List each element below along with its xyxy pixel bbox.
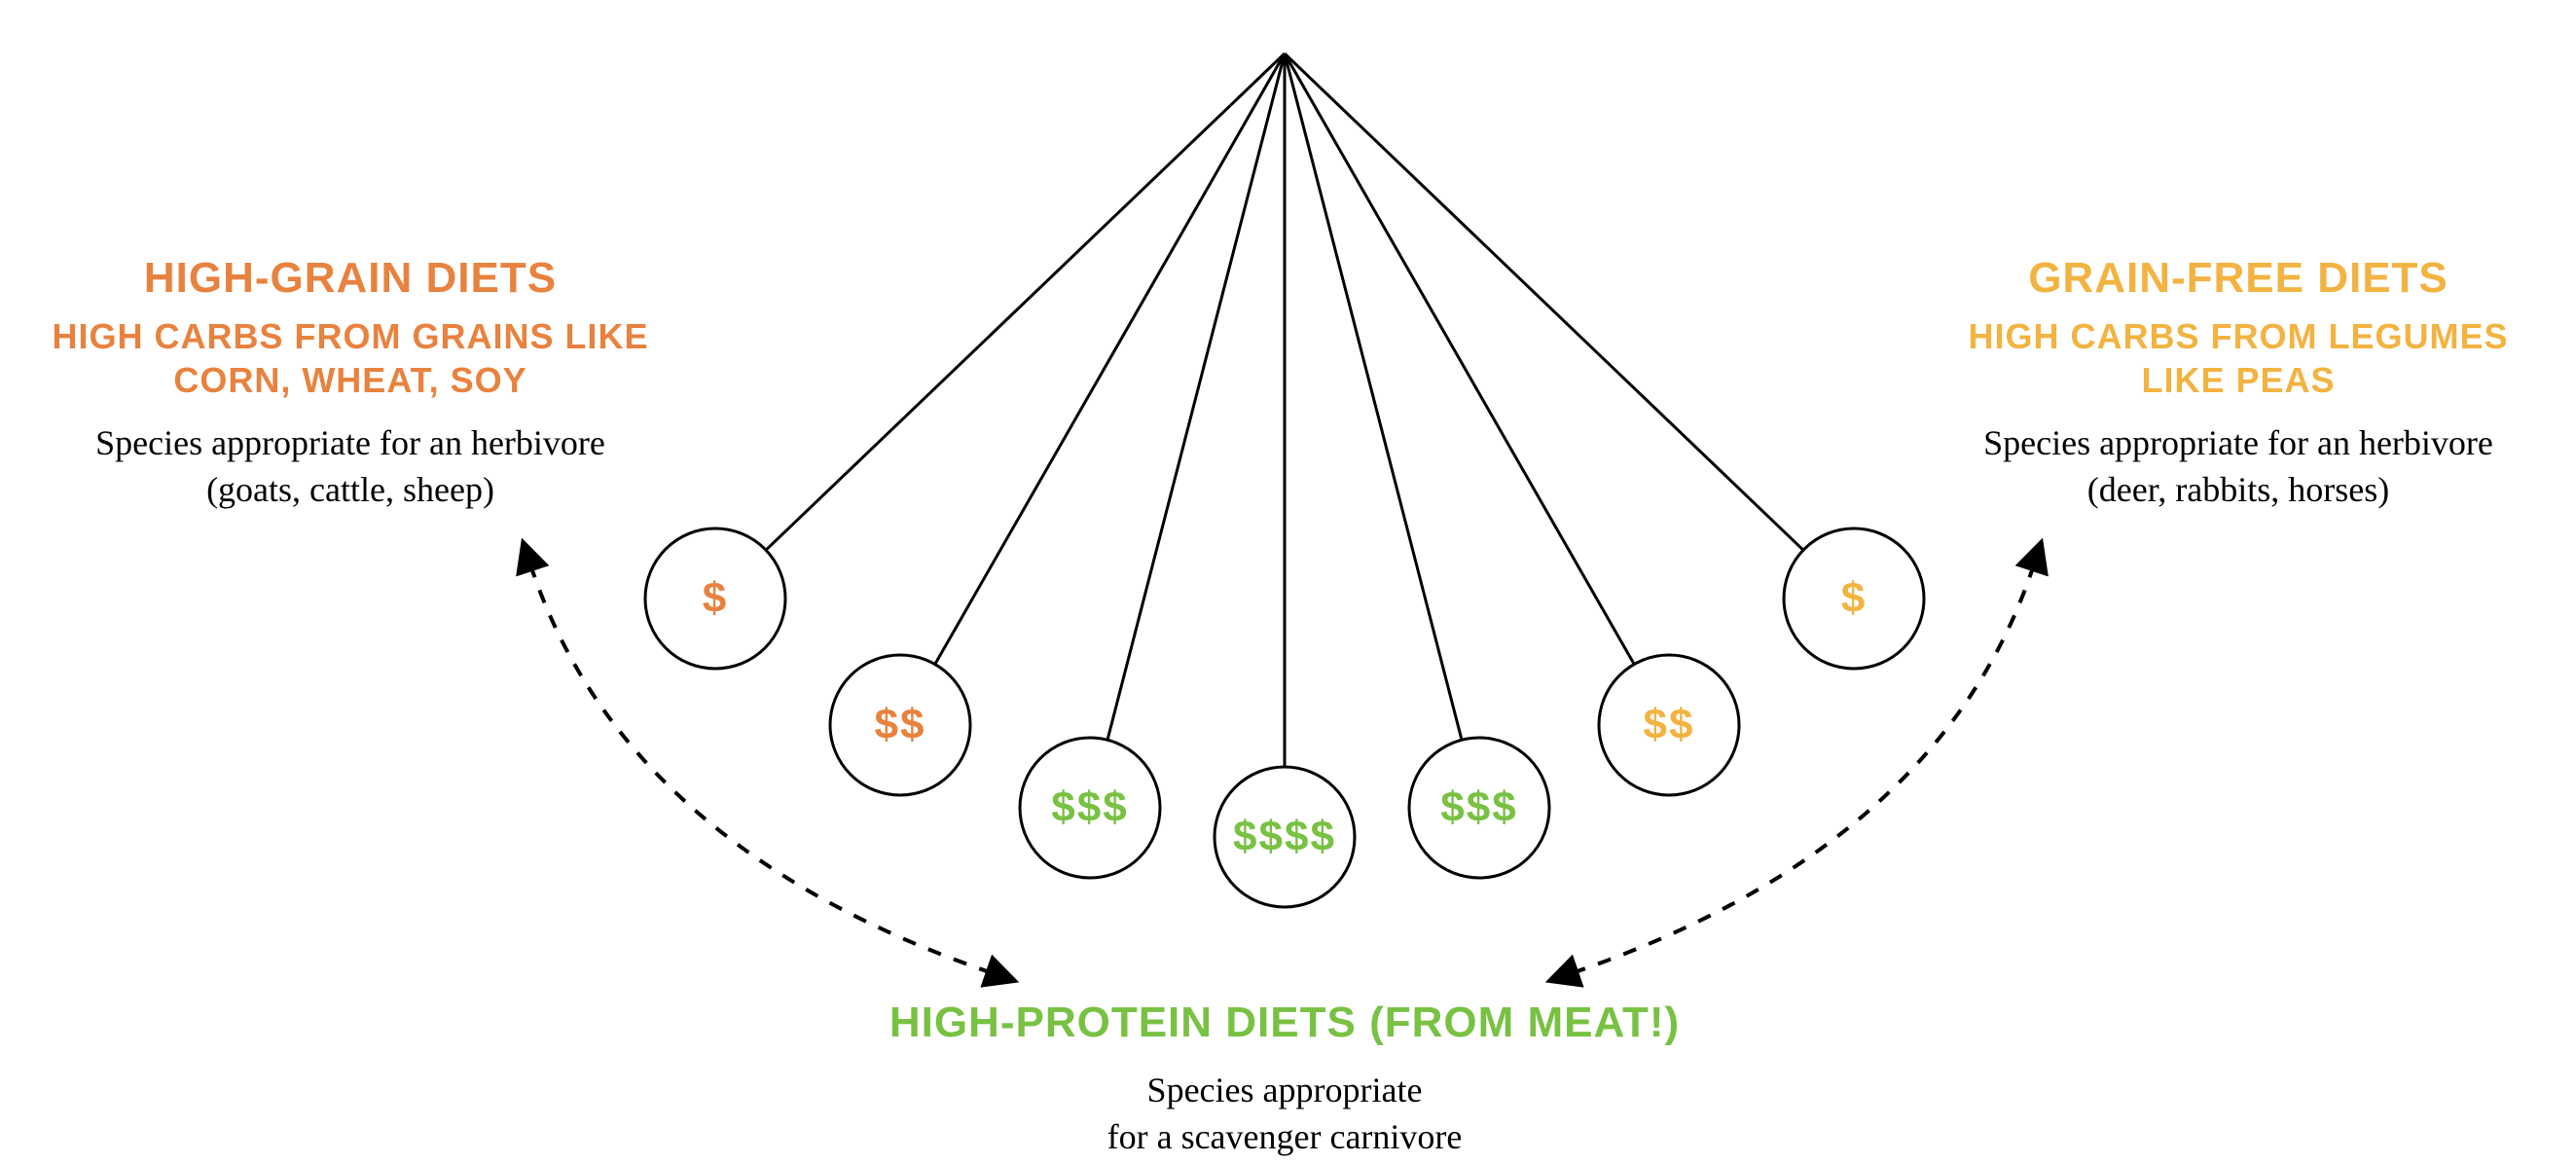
pendulum-string-6	[1285, 54, 1803, 550]
ball-cost-label-4: $$$	[1440, 783, 1517, 832]
pendulum-string-0	[766, 54, 1285, 550]
left-subtitle: HIGH CARBS FROM GRAINS LIKE CORN, WHEAT,…	[49, 314, 652, 402]
pendulum-string-5	[1285, 54, 1634, 665]
label-high-protein: HIGH-PROTEIN DIETS (FROM MEAT!) Species …	[837, 998, 1732, 1161]
ball-cost-label-1: $$	[875, 701, 926, 749]
bottom-desc-line2: for a scavenger carnivore	[1107, 1117, 1463, 1156]
ball-cost-label-3: $$$$	[1233, 813, 1336, 861]
left-title: HIGH-GRAIN DIETS	[49, 253, 652, 305]
ball-cost-label-6: $	[1841, 574, 1867, 623]
pendulum-diagram: HIGH-GRAIN DIETS HIGH CARBS FROM GRAINS …	[0, 0, 2576, 1163]
label-high-grain: HIGH-GRAIN DIETS HIGH CARBS FROM GRAINS …	[49, 253, 652, 514]
left-desc: Species appropriate for an herbivore (go…	[49, 419, 652, 514]
bottom-title: HIGH-PROTEIN DIETS (FROM MEAT!)	[837, 998, 1732, 1049]
label-grain-free: GRAIN-FREE DIETS HIGH CARBS FROM LEGUMES…	[1937, 253, 2540, 514]
right-title: GRAIN-FREE DIETS	[1937, 253, 2540, 305]
ball-cost-label-0: $	[703, 574, 728, 623]
right-subtitle: HIGH CARBS FROM LEGUMES LIKE PEAS	[1937, 314, 2540, 402]
ball-cost-label-5: $$	[1644, 701, 1695, 749]
pendulum-string-4	[1285, 54, 1462, 740]
right-desc: Species appropriate for an herbivore (de…	[1937, 419, 2540, 514]
pendulum-svg	[0, 0, 2576, 1163]
pendulum-string-1	[935, 54, 1285, 665]
ball-cost-label-2: $$$	[1051, 783, 1128, 832]
right-desc-line2: (deer, rabbits, horses)	[2087, 470, 2389, 509]
right-desc-line1: Species appropriate for an herbivore	[1983, 423, 2493, 462]
left-desc-line2: (goats, cattle, sheep)	[206, 470, 494, 509]
left-desc-line1: Species appropriate for an herbivore	[95, 423, 605, 462]
bottom-desc-line1: Species appropriate	[1147, 1071, 1423, 1109]
bottom-desc: Species appropriate for a scavenger carn…	[837, 1067, 1732, 1161]
pendulum-string-2	[1107, 54, 1285, 740]
